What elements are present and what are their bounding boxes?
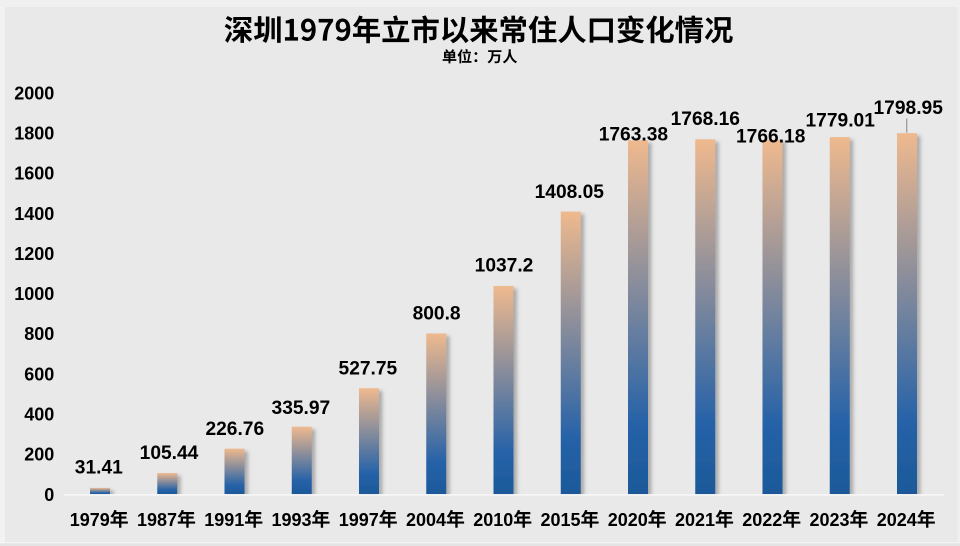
svg-text:2015: 2015 xyxy=(540,510,580,530)
svg-text:0: 0 xyxy=(44,485,54,505)
svg-text:1600: 1600 xyxy=(14,164,54,184)
svg-text:2020: 2020 xyxy=(608,510,648,530)
svg-text:1993: 1993 xyxy=(271,510,311,530)
svg-text:1000: 1000 xyxy=(14,284,54,304)
svg-text:800.8: 800.8 xyxy=(413,304,461,325)
svg-text:105.44: 105.44 xyxy=(140,443,199,464)
svg-text:2023: 2023 xyxy=(809,510,849,530)
svg-text:1997: 1997 xyxy=(339,510,379,530)
svg-text:2024: 2024 xyxy=(877,510,917,530)
svg-text:1200: 1200 xyxy=(14,244,54,264)
svg-text:1991: 1991 xyxy=(204,510,244,530)
svg-text:2004: 2004 xyxy=(406,510,446,530)
svg-text:1037.2: 1037.2 xyxy=(475,256,534,277)
svg-text:335.97: 335.97 xyxy=(272,398,331,419)
svg-text:200: 200 xyxy=(24,445,54,465)
svg-text:1400: 1400 xyxy=(14,204,54,224)
svg-text:1779.01: 1779.01 xyxy=(806,111,876,132)
svg-text:1408.05: 1408.05 xyxy=(535,182,605,203)
svg-text:800: 800 xyxy=(24,324,54,344)
svg-text:2021: 2021 xyxy=(675,510,715,530)
svg-text:2000: 2000 xyxy=(14,83,54,103)
svg-text:226.76: 226.76 xyxy=(205,419,264,440)
svg-text:1800: 1800 xyxy=(14,124,54,144)
svg-text:1987: 1987 xyxy=(137,510,177,530)
svg-text:1979: 1979 xyxy=(70,510,110,530)
svg-text:1763.38: 1763.38 xyxy=(599,125,669,146)
svg-text:31.41: 31.41 xyxy=(75,458,123,479)
svg-text:527.75: 527.75 xyxy=(339,359,398,380)
svg-text:1768.16: 1768.16 xyxy=(671,109,740,130)
svg-text:600: 600 xyxy=(24,364,54,384)
svg-text:2022: 2022 xyxy=(742,510,782,530)
svg-text:1766.18: 1766.18 xyxy=(736,127,806,148)
svg-text:400: 400 xyxy=(24,405,54,425)
svg-text:1798.95: 1798.95 xyxy=(874,98,944,119)
svg-text:2010: 2010 xyxy=(473,510,513,530)
